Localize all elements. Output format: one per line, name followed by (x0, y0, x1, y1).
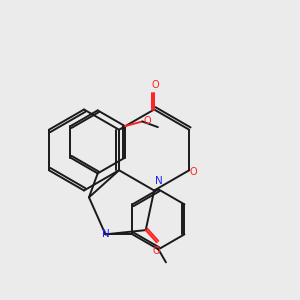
Text: O: O (152, 80, 160, 90)
Text: N: N (102, 229, 109, 239)
Text: O: O (144, 116, 152, 127)
Text: O: O (153, 246, 160, 256)
Text: N: N (154, 176, 162, 186)
Text: O: O (190, 167, 197, 177)
